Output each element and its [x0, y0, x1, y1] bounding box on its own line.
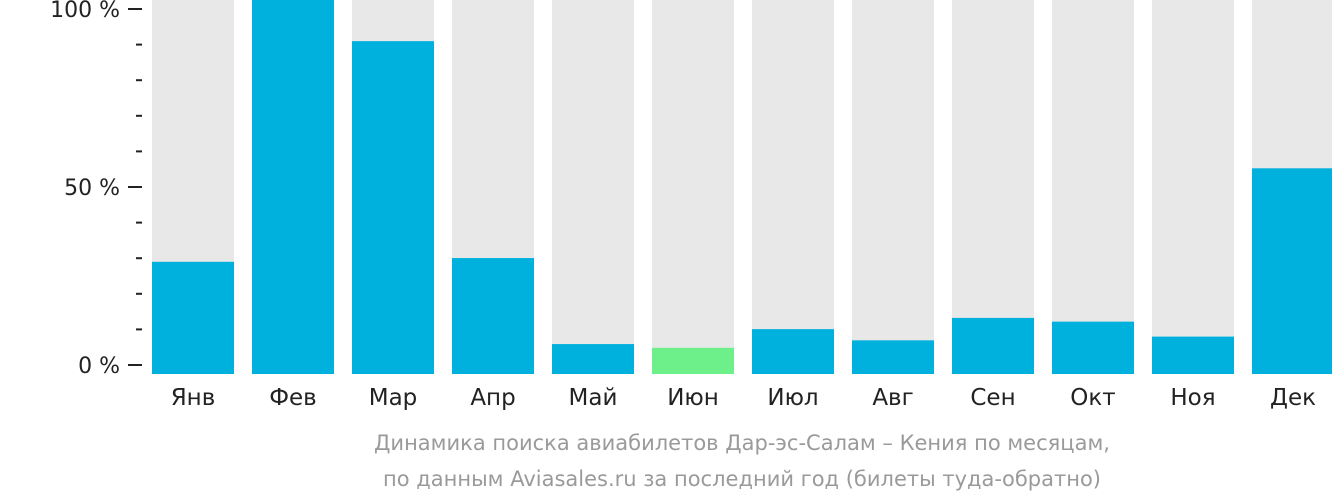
bar-3	[452, 258, 534, 374]
bar-track	[652, 0, 734, 374]
bar-track	[852, 0, 934, 374]
x-tick-label: Мар	[369, 385, 418, 411]
x-tick-label: Май	[569, 385, 618, 411]
x-tick-label: Фев	[269, 385, 317, 411]
x-tick-label: Июн	[667, 385, 719, 411]
bar-track	[952, 0, 1034, 374]
x-tick-label: Янв	[171, 385, 216, 411]
y-tick-label: 0 %	[78, 354, 120, 379]
bar-6	[752, 329, 834, 374]
bar-4	[552, 344, 634, 374]
x-tick-label: Апр	[470, 385, 515, 411]
bar-9	[1052, 321, 1134, 374]
chart-caption-line-1: Динамика поиска авиабилетов Дар-эс-Салам…	[374, 431, 1110, 455]
bar-track	[1052, 0, 1134, 374]
x-tick-label: Дек	[1270, 385, 1316, 411]
x-tick-label: Авг	[872, 385, 913, 411]
x-tick-label: Ноя	[1170, 385, 1215, 411]
bar-track	[552, 0, 634, 374]
x-tick-label: Июл	[767, 385, 818, 411]
x-tick-label: Сен	[970, 385, 1015, 411]
bar-2	[352, 41, 434, 374]
bar-7	[852, 340, 934, 374]
bar-5	[652, 347, 734, 374]
chart-caption-line-2: по данным Aviasales.ru за последний год …	[383, 467, 1101, 491]
bar-0	[152, 261, 234, 374]
bar-track	[752, 0, 834, 374]
bar-8	[952, 317, 1034, 374]
bar-1	[252, 0, 334, 374]
bar-10	[1152, 336, 1234, 374]
x-tick-label: Окт	[1070, 385, 1115, 411]
bar-11	[1252, 168, 1332, 374]
y-tick-label: 100 %	[50, 0, 120, 23]
bar-track	[1152, 0, 1234, 374]
y-tick-label: 50 %	[64, 176, 120, 201]
